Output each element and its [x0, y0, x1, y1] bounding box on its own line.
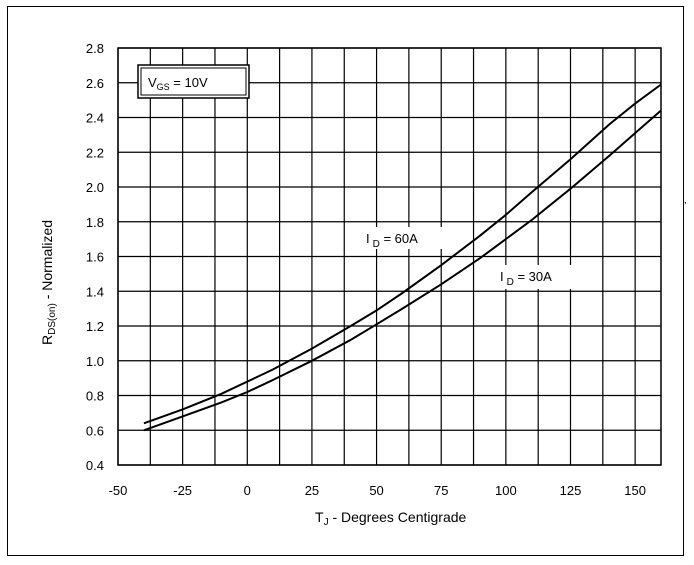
y-tick-label: 1.8 [86, 215, 104, 230]
x-tick-label: 25 [305, 483, 319, 498]
plot-border [117, 47, 662, 466]
series-line-0 [143, 83, 662, 425]
y-tick-label: 0.8 [86, 389, 104, 404]
y-tick-label: 2.2 [86, 145, 104, 160]
y-tick-label: 2.8 [86, 41, 104, 56]
stray-mark: , [684, 195, 687, 206]
tick-labels: -50 -25 0 25 50 75 100 125 150 0.4 0.6 0.8 1.0 1.2 1.4… [86, 41, 646, 498]
y-tick-label: 1.4 [86, 284, 104, 299]
y-tick-label: 2.6 [86, 76, 104, 91]
y-tick-label: 1.6 [86, 250, 104, 265]
y-tick-label: 2.4 [86, 111, 104, 126]
y-tick-label: 0.6 [86, 423, 104, 438]
x-tick-label: 100 [495, 483, 517, 498]
y-axis-label: RDS(on) - Normalized [39, 220, 58, 345]
series-line-1 [143, 109, 662, 432]
x-tick-label: 0 [244, 483, 251, 498]
x-tick-label: 75 [434, 483, 448, 498]
y-tick-label: 1.0 [86, 354, 104, 369]
series-layer [143, 83, 662, 432]
x-tick-label: 150 [624, 483, 646, 498]
x-tick-label: -50 [109, 483, 128, 498]
x-tick-label: 50 [369, 483, 383, 498]
x-axis-label: TJ - Degrees Centigrade [315, 509, 467, 528]
x-tick-label: -25 [173, 483, 192, 498]
chart-frame [7, 6, 684, 556]
x-tick-label: 125 [560, 483, 582, 498]
y-tick-label: 1.2 [86, 319, 104, 334]
y-tick-label: 0.4 [86, 458, 104, 473]
condition-label: VGS = 10V [148, 75, 208, 92]
condition-box: VGS = 10V [137, 64, 250, 99]
y-tick-label: 2.0 [86, 180, 104, 195]
